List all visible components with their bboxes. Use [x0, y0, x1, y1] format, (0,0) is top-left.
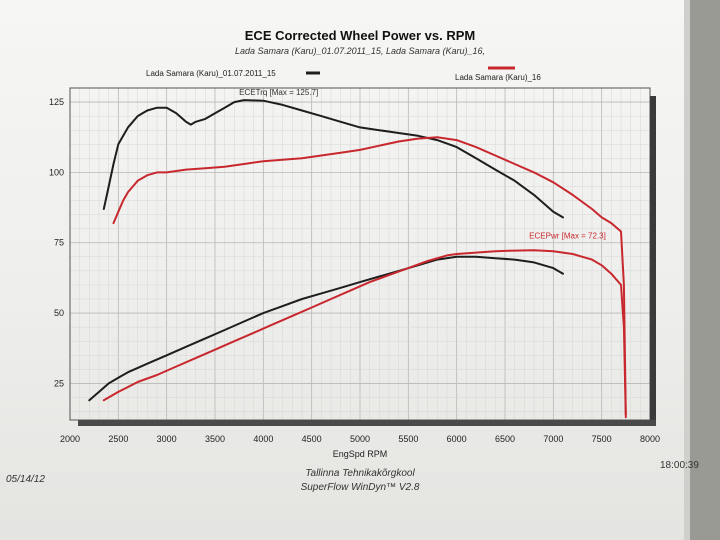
footer-time: 18:00:39 [660, 460, 699, 471]
series-layer [88, 99, 627, 419]
page-shadow [688, 0, 720, 540]
y-tick-labels: 25 50 75 100 125 [49, 97, 64, 388]
x-tick-label: 3500 [205, 434, 225, 444]
y-tick-label: 125 [49, 97, 64, 107]
footer-institution: Tallinna Tehnikakõrgkool [305, 468, 415, 479]
annotations: ECETrq [Max = 125.7] ECEPwr [Max = 72.3] [239, 88, 606, 240]
chart-annotation: ECEPwr [Max = 72.3] [529, 232, 606, 241]
x-tick-label: 7500 [592, 434, 612, 444]
series-line-2 [112, 136, 627, 416]
x-tick-label: 7000 [543, 434, 563, 444]
plot-frame-shadow-bottom [78, 420, 656, 426]
y-tick-label: 25 [54, 378, 64, 388]
y-tick-label: 50 [54, 308, 64, 318]
footer-software: SuperFlow WinDyn™ V2.8 [300, 482, 420, 493]
grid [70, 88, 650, 420]
y-tick-label: 75 [54, 238, 64, 248]
series-line-3 [88, 255, 564, 402]
x-axis-label: EngSpd RPM [333, 449, 388, 459]
legend-label-2: Lada Samara (Karu)_16 [455, 73, 541, 82]
x-tick-label: 5500 [398, 434, 418, 444]
x-tick-label: 4500 [302, 434, 322, 444]
x-tick-label: 3000 [157, 434, 177, 444]
legend-label-1: Lada Samara (Karu)_01.07.2011_15 [146, 69, 276, 78]
x-tick-label: 2000 [60, 434, 80, 444]
x-tick-label: 5000 [350, 434, 370, 444]
plot-frame-shadow-right [650, 96, 656, 426]
x-tick-label: 4000 [253, 434, 273, 444]
chart-subtitle: Lada Samara (Karu)_01.07.2011_15, Lada S… [235, 46, 485, 56]
chart-title: ECE Corrected Wheel Power vs. RPM [245, 28, 475, 43]
x-tick-label: 8000 [640, 434, 660, 444]
series-line-4 [102, 249, 627, 419]
x-tick-labels: 2000 2500 3000 3500 4000 4500 5000 5500 6000 6500… [60, 434, 660, 444]
series-line-1 [102, 99, 564, 219]
x-tick-label: 2500 [108, 434, 128, 444]
chart-annotation: ECETrq [Max = 125.7] [239, 88, 318, 97]
page-edge [684, 0, 690, 540]
x-tick-label: 6500 [495, 434, 515, 444]
footer-date: 05/14/12 [6, 474, 45, 485]
y-tick-label: 100 [49, 167, 64, 177]
x-tick-label: 6000 [447, 434, 467, 444]
